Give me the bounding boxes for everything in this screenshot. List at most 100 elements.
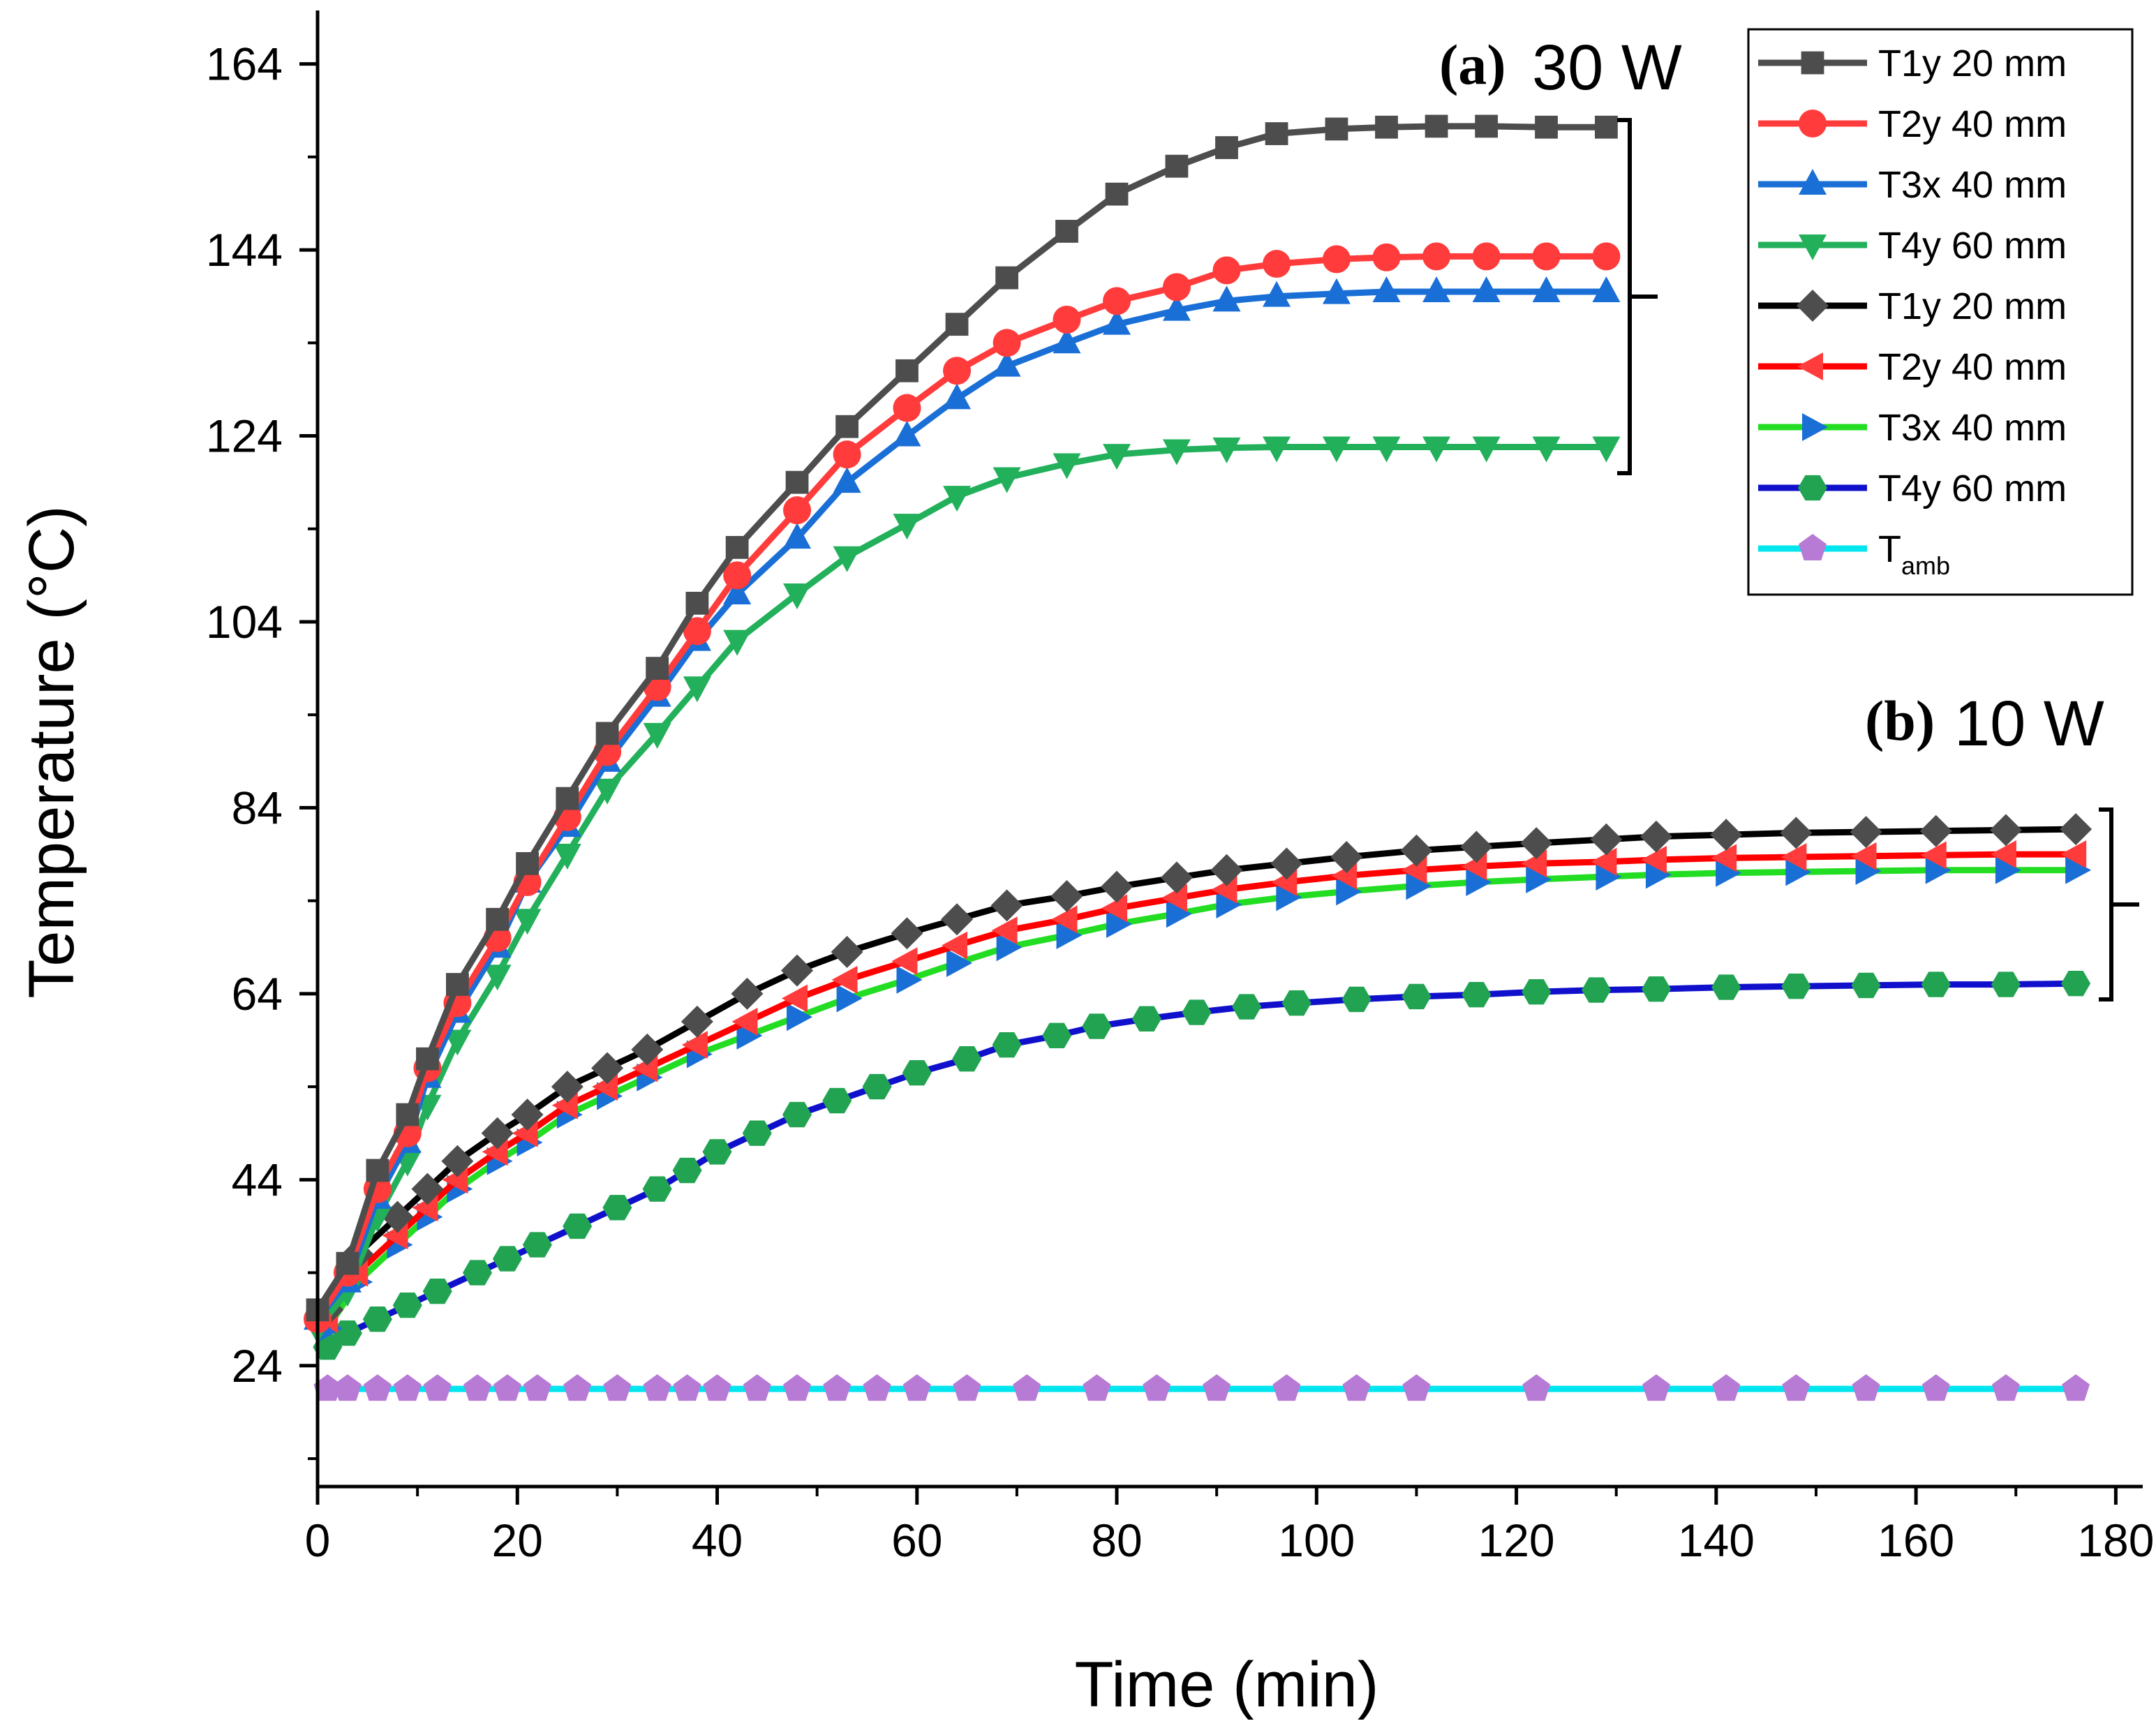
y-tick-label: 44 [232, 1154, 283, 1205]
data-point [1401, 856, 1427, 884]
data-point [785, 470, 809, 494]
legend-marker [1797, 352, 1823, 380]
data-point [1710, 819, 1743, 851]
data-point [1921, 971, 1951, 997]
x-tick-label: 160 [1878, 1514, 1954, 1566]
data-point [602, 1195, 632, 1221]
data-point [1166, 900, 1192, 928]
data-point [441, 1145, 474, 1177]
data-point [393, 1374, 422, 1401]
data-point [1216, 890, 1242, 918]
data-point [553, 844, 581, 870]
data-point [1995, 856, 2021, 884]
data-point [782, 984, 808, 1013]
data-point [313, 1374, 342, 1401]
data-point [702, 1139, 732, 1165]
data-point [1372, 436, 1401, 463]
data-point [333, 1374, 362, 1401]
data-point [1210, 854, 1243, 886]
legend-entry: T3x 40 mm [1758, 407, 2067, 449]
data-point [1101, 894, 1128, 923]
data-point [942, 931, 968, 960]
data-point [1532, 436, 1561, 463]
data-point [1325, 117, 1348, 141]
x-tick-label: 180 [2077, 1514, 2154, 1566]
axes: 0 20 40 60 80 100 120 140 160 180 24 44 64 84 104 124 14… [16, 10, 2154, 1720]
data-point [1103, 287, 1131, 315]
data-point [643, 1374, 671, 1401]
data-point [703, 1374, 731, 1401]
data-point [1160, 861, 1193, 894]
data-point [902, 1374, 931, 1401]
data-point [643, 722, 671, 749]
data-point [1212, 437, 1241, 463]
legend-label: T2y 40 mm [1878, 103, 2067, 145]
data-point [941, 903, 974, 936]
brace-10w [2099, 807, 2139, 1001]
data-point [1425, 114, 1448, 138]
brace-30w [1617, 118, 1658, 475]
data-point [1850, 842, 1877, 870]
legend-label: T1y 20 mm [1878, 43, 2067, 84]
data-point [836, 984, 863, 1013]
data-point [492, 1246, 522, 1272]
data-point [1785, 858, 1812, 886]
legend-label-text: T [1878, 528, 1901, 570]
data-point [1920, 841, 1947, 870]
data-point [673, 1374, 701, 1401]
y-tick-label: 124 [206, 410, 283, 462]
data-point [683, 676, 711, 703]
data-point [422, 1279, 452, 1304]
data-point [723, 630, 752, 656]
data-point [1105, 182, 1129, 206]
data-point [991, 916, 1018, 945]
data-point [952, 1045, 982, 1072]
data-point [486, 907, 510, 931]
data-point [893, 420, 921, 447]
data-point [1162, 273, 1191, 301]
data-point [1592, 436, 1621, 463]
data-point [1532, 242, 1561, 271]
data-point [416, 1047, 439, 1071]
data-point [563, 1374, 592, 1401]
legend-label-subscript: amb [1901, 551, 1950, 580]
data-point [1990, 840, 2016, 869]
data-point [902, 1059, 932, 1086]
data-point [992, 467, 1021, 493]
data-point [1103, 444, 1131, 470]
series-4 [311, 813, 2092, 1326]
data-point [1082, 1013, 1112, 1039]
data-point [783, 583, 812, 610]
data-point [990, 889, 1023, 922]
data-point [1342, 1374, 1371, 1401]
data-point [681, 1005, 713, 1038]
data-point [1462, 982, 1492, 1008]
data-point [1782, 1374, 1811, 1401]
x-tick-label: 0 [305, 1514, 331, 1566]
data-point [896, 965, 923, 994]
annotation-b-letter: (b) [1865, 689, 1935, 752]
legend-marker [1799, 110, 1827, 137]
data-point [603, 1374, 632, 1401]
data-point [1322, 245, 1351, 274]
data-point [443, 1029, 472, 1056]
data-point [1400, 834, 1433, 867]
series-0 [306, 114, 1618, 1322]
data-point [551, 1071, 583, 1103]
data-point [1645, 861, 1672, 889]
data-point [685, 591, 709, 615]
legend-label: T4y 60 mm [1878, 225, 2067, 267]
legend-label-text: T1y 20 mm [1878, 43, 2067, 84]
data-point [1263, 436, 1291, 463]
data-point [1103, 308, 1131, 335]
data-point [1712, 1374, 1741, 1401]
data-point [595, 722, 619, 745]
data-point [1532, 276, 1561, 303]
data-point [1402, 1374, 1431, 1401]
data-point [1716, 858, 1742, 887]
legend-marker [1799, 234, 1827, 260]
data-point [1106, 909, 1133, 938]
data-point [833, 546, 861, 572]
data-point [1592, 242, 1621, 271]
